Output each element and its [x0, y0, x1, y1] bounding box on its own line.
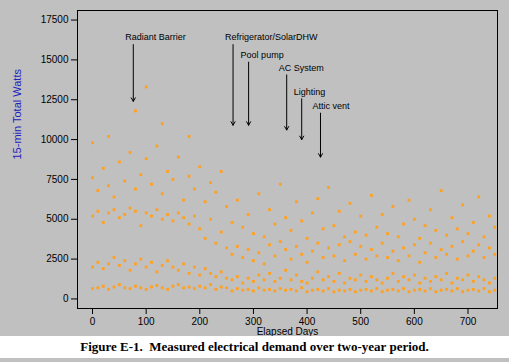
svg-text:AC System: AC System [279, 63, 324, 73]
svg-text:Lighting: Lighting [294, 87, 326, 97]
svg-text:600: 600 [406, 316, 423, 327]
svg-text:100: 100 [138, 316, 155, 327]
svg-text:500: 500 [352, 316, 369, 327]
svg-text:300: 300 [245, 315, 262, 327]
svg-text:700: 700 [460, 316, 477, 327]
svg-text:Radiant Barrier: Radiant Barrier [125, 32, 186, 42]
svg-text:0: 0 [63, 293, 69, 304]
svg-text:12500: 12500 [41, 94, 69, 105]
svg-text:400: 400 [298, 315, 316, 327]
svg-text:0: 0 [90, 316, 96, 327]
svg-text:200: 200 [191, 316, 208, 327]
svg-text:2500: 2500 [46, 253, 69, 264]
svg-text:10000: 10000 [41, 134, 69, 145]
svg-text:Refrigerator/SolarDHW: Refrigerator/SolarDHW [225, 32, 318, 42]
svg-text:15000: 15000 [41, 54, 69, 65]
svg-text:Pool pump: Pool pump [241, 50, 284, 60]
svg-text:15-min Total Watts: 15-min Total Watts [11, 69, 23, 160]
svg-text:Attic vent: Attic vent [312, 101, 350, 111]
svg-text:5000: 5000 [46, 213, 69, 224]
html-text:Figure E-1. Measured electrica: Figure E-1. Measured electrical demand o… [80, 339, 429, 354]
svg-text:Elapsed Days: Elapsed Days [257, 326, 319, 337]
svg-text:7500: 7500 [46, 174, 69, 185]
svg-text:17500: 17500 [41, 14, 69, 25]
